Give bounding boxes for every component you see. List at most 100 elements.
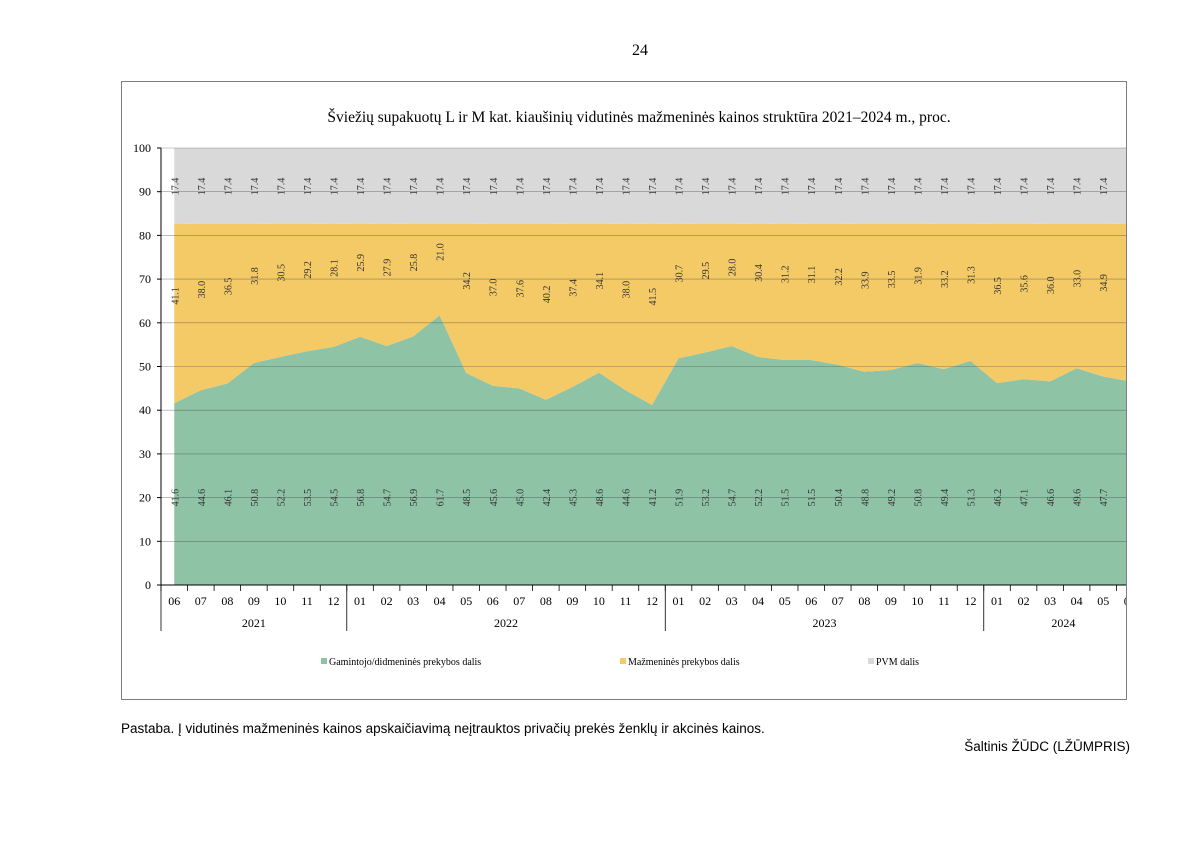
data-label: 17.4 <box>781 178 792 196</box>
x-tick-label: 06 <box>1124 594 1126 608</box>
data-label: 29.2 <box>303 261 314 279</box>
data-label: 32.2 <box>834 268 845 286</box>
data-label: 35.6 <box>1020 275 1031 293</box>
x-tick-label: 07 <box>832 594 844 608</box>
legend-swatch <box>321 658 327 664</box>
data-label: 46.2 <box>993 489 1004 507</box>
data-label: 34.9 <box>1099 274 1110 292</box>
data-label: 31.9 <box>913 267 924 285</box>
page-number: 24 <box>632 42 648 59</box>
x-tick-label: 10 <box>593 594 605 608</box>
data-label: 17.4 <box>542 178 553 196</box>
data-label: 30.7 <box>675 265 686 283</box>
x-tick-label: 04 <box>1071 594 1083 608</box>
data-label: 30.5 <box>276 264 287 282</box>
data-label: 33.9 <box>860 271 871 289</box>
x-tick-label: 01 <box>991 594 1003 608</box>
data-label: 40.2 <box>542 286 553 304</box>
data-label: 38.0 <box>621 281 632 299</box>
chart-title: Šviežių supakuotų L ir M kat. kiaušinių … <box>327 109 950 126</box>
data-label: 17.4 <box>1099 178 1110 196</box>
data-label: 44.6 <box>621 489 632 507</box>
data-label: 54.7 <box>383 489 394 507</box>
data-label: 49.6 <box>1073 489 1084 507</box>
data-label: 53.2 <box>701 489 712 507</box>
data-label: 17.4 <box>648 178 659 196</box>
data-label: 17.4 <box>887 178 898 196</box>
data-label: 30.4 <box>754 264 765 282</box>
gridlines <box>161 147 1126 542</box>
data-label: 17.4 <box>170 178 181 196</box>
data-label: 53.5 <box>303 489 314 507</box>
data-label: 17.4 <box>409 178 420 196</box>
data-label: 36.0 <box>1046 276 1057 294</box>
x-tick-label: 06 <box>168 594 180 608</box>
legend-label: PVM dalis <box>876 657 919 668</box>
legend-label: Mažmeninės prekybos dalis <box>628 657 740 668</box>
data-label: 17.4 <box>197 178 208 196</box>
data-label: 38.0 <box>197 281 208 299</box>
y-tick-label: 50 <box>139 360 151 374</box>
data-label: 17.4 <box>515 178 526 196</box>
data-label: 48.6 <box>595 489 606 507</box>
x-tick-label: 02 <box>1018 594 1030 608</box>
data-label: 41.1 <box>170 287 181 305</box>
data-label: 47.7 <box>1099 489 1110 507</box>
x-tick-label: 07 <box>513 594 525 608</box>
y-tick-label: 0 <box>145 578 151 592</box>
data-label: 51.5 <box>807 489 818 507</box>
data-label: 36.5 <box>993 277 1004 295</box>
data-label: 28.1 <box>330 259 341 277</box>
x-tick-label: 06 <box>805 594 817 608</box>
data-label: 45.6 <box>489 489 500 507</box>
x-tick-label: 08 <box>858 594 870 608</box>
data-label: 28.0 <box>728 259 739 277</box>
data-label: 17.4 <box>701 178 712 196</box>
data-label: 17.4 <box>1046 178 1057 196</box>
areas-layer <box>174 148 1126 585</box>
x-tick-label: 01 <box>354 594 366 608</box>
data-label: 37.4 <box>568 279 579 297</box>
data-label: 17.4 <box>966 178 977 196</box>
legend-label: Gamintojo/didmeninės prekybos dalis <box>329 657 481 668</box>
data-label: 17.4 <box>621 178 632 196</box>
x-tick-label: 01 <box>673 594 685 608</box>
x-tick-label: 07 <box>195 594 207 608</box>
data-label: 34.2 <box>462 272 473 290</box>
x-tick-label: 12 <box>328 594 340 608</box>
y-tick-label: 80 <box>139 228 151 242</box>
area-series-1 <box>174 223 1126 405</box>
area-series-0 <box>174 315 1126 585</box>
y-tick-label: 90 <box>139 185 151 199</box>
data-label: 51.5 <box>781 489 792 507</box>
data-label: 31.3 <box>966 266 977 284</box>
data-label: 17.4 <box>436 178 447 196</box>
data-label: 41.6 <box>170 489 181 507</box>
year-label: 2021 <box>242 616 266 630</box>
y-tick-label: 60 <box>139 316 151 330</box>
x-tick-label: 05 <box>779 594 791 608</box>
data-label: 17.4 <box>834 178 845 196</box>
x-tick-label: 09 <box>248 594 260 608</box>
x-tick-label: 09 <box>885 594 897 608</box>
chart-frame: Šviežių supakuotų L ir M kat. kiaušinių … <box>121 81 1127 700</box>
data-label: 17.4 <box>1020 178 1031 196</box>
data-label: 17.4 <box>356 178 367 196</box>
data-label: 17.4 <box>1073 178 1084 196</box>
data-label: 17.4 <box>754 178 765 196</box>
data-label: 25.8 <box>409 254 420 272</box>
data-label: 17.4 <box>489 178 500 196</box>
x-tick-label: 03 <box>726 594 738 608</box>
data-label: 45.0 <box>515 489 526 507</box>
y-tick-label: 40 <box>139 403 151 417</box>
x-tick-label: 03 <box>1044 594 1056 608</box>
y-tick-label: 70 <box>139 272 151 286</box>
data-label: 49.4 <box>940 489 951 507</box>
year-label: 2024 <box>1051 616 1075 630</box>
data-label: 31.2 <box>781 266 792 284</box>
data-label: 17.4 <box>276 178 287 196</box>
data-label: 33.5 <box>887 271 898 289</box>
data-label: 52.2 <box>754 489 765 507</box>
y-tick-label: 30 <box>139 447 151 461</box>
